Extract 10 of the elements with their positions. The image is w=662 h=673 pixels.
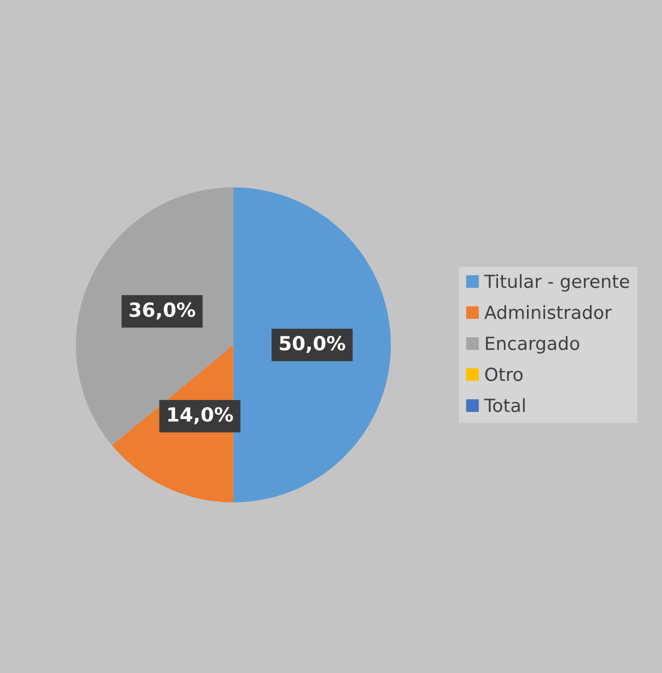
data-label: 50,0% xyxy=(280,336,346,354)
legend-label: Administrador xyxy=(484,305,612,320)
legend-label: Titular - gerente xyxy=(484,274,630,292)
legend-label: Total xyxy=(484,398,525,412)
legend-label: Otro xyxy=(485,368,523,382)
data-label: 36,0% xyxy=(130,302,196,320)
pie-slice xyxy=(76,187,234,446)
pie-slice xyxy=(233,187,391,502)
legend-label: Encargado xyxy=(486,336,580,354)
data-label: 14,0% xyxy=(168,407,233,424)
